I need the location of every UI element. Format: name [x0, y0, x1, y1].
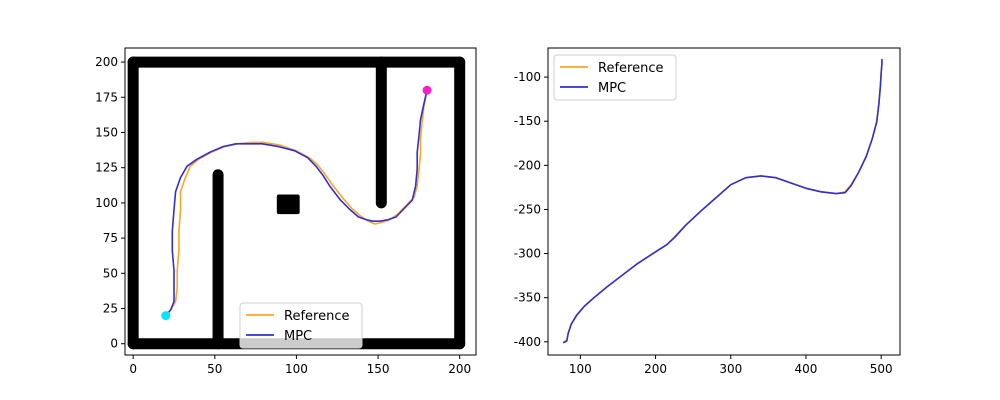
- trajectory-map-panel: 0 50 100 150 200 0 25 50 75 100 125 150 175 200 Refere…: [95, 47, 477, 376]
- series-line-mpc: [165, 89, 428, 317]
- x-tick-label: 500: [870, 362, 893, 376]
- y-tick-label: 0: [110, 337, 118, 351]
- x-tick-label: 200: [448, 362, 471, 376]
- x-tick-label: 50: [207, 362, 222, 376]
- y-tick-label: -200: [514, 158, 541, 172]
- axes-frame: [547, 47, 901, 356]
- y-tick-label: 100: [95, 196, 118, 210]
- y-tick-label: -350: [514, 291, 541, 305]
- legend-label-mpc: MPC: [284, 329, 312, 344]
- y-tick-label: 25: [103, 302, 118, 316]
- axes-frame: [124, 47, 477, 356]
- goal-point-marker: [422, 85, 432, 95]
- y-tick-label: 125: [95, 161, 118, 175]
- legend: Reference MPC: [553, 54, 677, 101]
- x-tick-label: 200: [644, 362, 667, 376]
- y-tick-label: -400: [514, 335, 541, 349]
- y-tick-label: 200: [95, 55, 118, 69]
- y-tick-label: -100: [514, 70, 541, 84]
- start-point-marker: [161, 311, 171, 321]
- obstacle-block: [276, 194, 300, 215]
- y-tick-label: -150: [514, 114, 541, 128]
- y-tick-label: -300: [514, 247, 541, 261]
- y-tick-label: 150: [95, 125, 118, 139]
- y-tick-label: 175: [95, 90, 118, 104]
- y-tick-label: -250: [514, 202, 541, 216]
- x-tick-label: 100: [569, 362, 592, 376]
- x-tick-label: 0: [129, 362, 137, 376]
- legend-label-reference: Reference: [598, 61, 663, 76]
- y-tick-label: 50: [103, 266, 118, 280]
- y-tick-label: 75: [103, 231, 118, 245]
- trajectory-curve-panel: 100 200 300 400 500 -400 -350 -300 -250 -200 -150 -…: [514, 47, 901, 376]
- legend-label-reference: Reference: [284, 309, 349, 324]
- legend: Reference MPC: [239, 302, 363, 349]
- x-tick-label: 400: [795, 362, 818, 376]
- legend-label-mpc: MPC: [598, 81, 626, 96]
- series-line-reference: [165, 89, 428, 317]
- x-tick-label: 100: [285, 362, 308, 376]
- x-tick-label: 150: [367, 362, 390, 376]
- x-tick-label: 300: [719, 362, 742, 376]
- series-line-mpc: [562, 58, 883, 344]
